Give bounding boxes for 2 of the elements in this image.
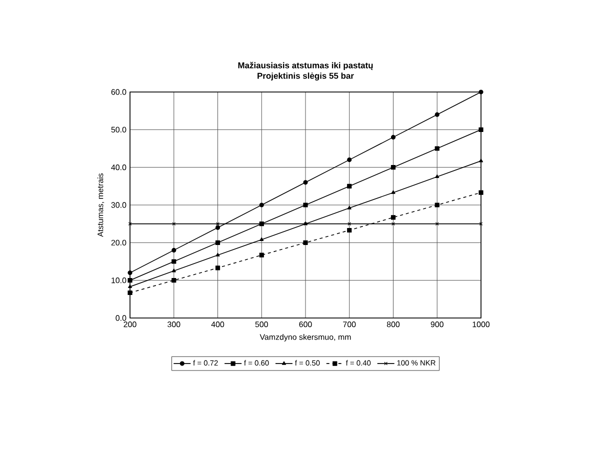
chart-title: Mažiausiasis atstumas iki pastatų [238,62,373,70]
chart-subtitle: Projektinis slėgis 55 bar [258,72,354,81]
